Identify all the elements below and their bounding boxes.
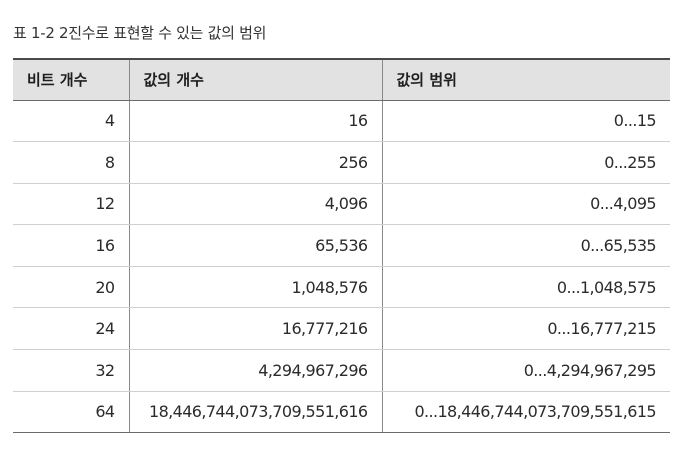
- table-row: 64 18,446,744,073,709,551,616 0...18,446…: [13, 391, 670, 434]
- value-range-cell: 0...1,048,575: [381, 266, 670, 309]
- bit-count-cell: 8: [13, 141, 129, 184]
- value-count-cell: 256: [128, 141, 382, 184]
- value-count-cell: 16,777,216: [128, 307, 382, 351]
- value-count-cell: 65,536: [128, 224, 382, 267]
- table-row: 16 65,536 0...65,535: [13, 224, 670, 267]
- value-range-cell: 0...4,095: [381, 183, 670, 226]
- value-range-cell: 0...4,294,967,295: [381, 349, 670, 392]
- value-count-cell: 16: [128, 100, 382, 143]
- bit-count-cell: 24: [13, 307, 129, 351]
- header-row: 비트 개수 값의 개수 값의 범위: [13, 58, 670, 101]
- bit-count-cell: 20: [13, 266, 129, 309]
- bit-count-cell: 64: [13, 391, 129, 434]
- value-range-cell: 0...255: [381, 141, 670, 184]
- header-value-count: 값의 개수: [128, 58, 382, 101]
- header-value-range: 값의 범위: [381, 58, 670, 101]
- table-row: 32 4,294,967,296 0...4,294,967,295: [13, 349, 670, 392]
- value-range-cell: 0...18,446,744,073,709,551,615: [381, 391, 670, 434]
- value-range-cell: 0...65,535: [381, 224, 670, 267]
- table-caption: 표 1-2 2진수로 표현할 수 있는 값의 범위: [13, 24, 267, 42]
- bit-count-cell: 12: [13, 183, 129, 226]
- value-count-cell: 1,048,576: [128, 266, 382, 309]
- bit-count-cell: 4: [13, 100, 129, 143]
- header-bit-count: 비트 개수: [13, 58, 129, 101]
- bit-count-cell: 32: [13, 349, 129, 392]
- table-row: 24 16,777,216 0...16,777,215: [13, 307, 670, 351]
- table-row: 8 256 0...255: [13, 141, 670, 184]
- bit-count-cell: 16: [13, 224, 129, 267]
- value-count-cell: 4,294,967,296: [128, 349, 382, 392]
- value-count-cell: 4,096: [128, 183, 382, 226]
- table-row: 12 4,096 0...4,095: [13, 183, 670, 226]
- value-range-cell: 0...15: [381, 100, 670, 143]
- table-header: 비트 개수 값의 개수 값의 범위: [13, 58, 670, 101]
- table-row: 4 16 0...15: [13, 100, 670, 143]
- bit-range-table: 비트 개수 값의 개수 값의 범위 4 16 0...15 8 256 0...…: [13, 58, 670, 434]
- table-body: 4 16 0...15 8 256 0...255 12 4,096 0...4…: [13, 100, 670, 434]
- value-count-cell: 18,446,744,073,709,551,616: [128, 391, 382, 434]
- table-row: 20 1,048,576 0...1,048,575: [13, 266, 670, 309]
- value-range-cell: 0...16,777,215: [381, 307, 670, 351]
